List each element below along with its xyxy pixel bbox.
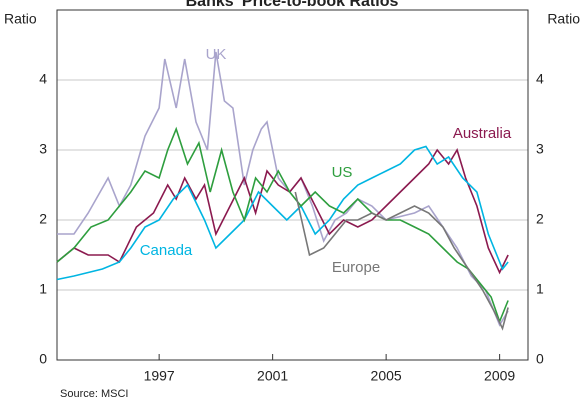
- y2-tick-label: 2: [536, 211, 544, 227]
- y-tick-label: 2: [39, 211, 47, 227]
- series-line: [56, 126, 509, 324]
- series-line: [57, 51, 509, 327]
- y-tick-label: 1: [39, 281, 47, 297]
- source: Source: MSCI: [60, 388, 128, 400]
- y2-tick-label: 0: [536, 351, 544, 367]
- y2-tick-label: 4: [536, 71, 544, 87]
- series-label: Europe: [332, 259, 380, 276]
- x-tick-label: 2001: [257, 368, 288, 384]
- y-tick-label: 0: [39, 351, 47, 367]
- y2-tick-label: 1: [536, 281, 544, 297]
- x-tick-label: 1997: [144, 368, 175, 384]
- x-tick-label: 2005: [371, 368, 402, 384]
- series-line: [56, 148, 509, 275]
- y-tick-label: 3: [39, 141, 47, 157]
- series-label: Canada: [140, 242, 193, 259]
- chart-title: Banks' Price-to-book Ratios: [186, 0, 399, 10]
- series-label: US: [332, 164, 353, 181]
- y2-tick-label: 3: [536, 141, 544, 157]
- series-line: [294, 191, 509, 331]
- y2-axis-label: Ratio: [547, 11, 580, 27]
- series-label: UK: [206, 46, 227, 63]
- series-label: Australia: [453, 125, 512, 142]
- series-line: [56, 145, 509, 281]
- y-axis-label: Ratio: [4, 11, 37, 27]
- plot-frame: [56, 9, 529, 361]
- y-tick-label: 4: [39, 71, 47, 87]
- x-tick-label: 2009: [484, 368, 515, 384]
